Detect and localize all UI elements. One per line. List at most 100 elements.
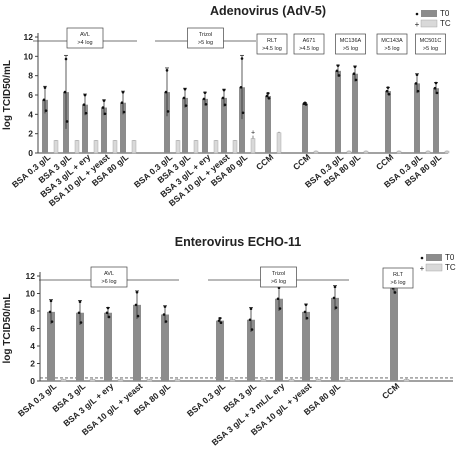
y-axis-label: log TCID50/mL <box>2 60 13 130</box>
t0-point <box>163 305 167 308</box>
y-tick-label: 8 <box>30 306 35 316</box>
t0-bar <box>161 314 169 381</box>
t0-point <box>101 106 105 109</box>
t0-bar <box>101 107 107 153</box>
t0-point <box>122 110 126 114</box>
t0-point <box>107 315 111 319</box>
tc-bar <box>93 140 99 154</box>
t0-point <box>393 291 397 294</box>
y-tick-label: 10 <box>24 51 34 61</box>
t0-point <box>386 86 390 89</box>
t0-point <box>63 90 67 94</box>
t0-bar <box>216 320 224 381</box>
t0-point <box>134 303 138 307</box>
t0-point <box>164 90 168 94</box>
group-label-box <box>90 266 128 288</box>
t0-point <box>223 103 227 107</box>
t0-point <box>120 101 124 105</box>
y-tick-label: 2 <box>30 359 35 369</box>
reduction-sublabel: >5 log <box>343 46 358 52</box>
legend-tc-marker: + <box>415 20 420 29</box>
t0-point <box>435 91 439 95</box>
t0-point <box>302 102 306 105</box>
t0-point <box>221 96 225 100</box>
tc-bar <box>213 140 219 154</box>
tc-bar <box>193 140 199 154</box>
t0-point <box>353 65 357 69</box>
t0-point <box>240 57 244 60</box>
legend-tc-label: TC <box>440 19 451 28</box>
t0-point <box>336 64 340 67</box>
y-tick-label: 0 <box>30 376 35 386</box>
y-tick-label: 10 <box>26 289 36 299</box>
tc-bar <box>276 132 282 154</box>
tc-bar <box>403 379 410 382</box>
t0-point <box>333 285 337 289</box>
legend-tc-swatch <box>420 19 438 28</box>
chart-title: Adenovirus (AdV-5) <box>210 4 326 18</box>
legend-t0-marker <box>415 12 419 16</box>
t0-point <box>103 112 107 116</box>
t0-bar <box>82 104 88 153</box>
t0-bar <box>42 99 48 153</box>
t0-bar <box>302 311 310 381</box>
y-tick-label: 12 <box>24 32 34 42</box>
t0-bar <box>120 102 126 153</box>
tc-bar <box>288 379 295 382</box>
t0-point <box>135 290 139 294</box>
legend-t0-marker <box>420 256 424 260</box>
t0-point <box>183 87 187 91</box>
legend-t0-label: T0 <box>445 253 455 262</box>
t0-point <box>219 321 223 325</box>
t0-point <box>102 99 106 102</box>
legend-tc-swatch <box>425 263 443 272</box>
y-tick-label: 6 <box>30 324 35 334</box>
t0-point <box>335 69 339 73</box>
t0-point <box>82 103 86 106</box>
t0-point <box>387 92 391 96</box>
t0-bar <box>265 95 271 153</box>
tc-bar <box>229 379 236 382</box>
t0-point <box>266 92 270 95</box>
t0-point <box>337 74 341 77</box>
x-tick-label: CCM <box>380 381 401 401</box>
reduction-sublabel: >4.5 log <box>299 46 319 52</box>
t0-bar <box>182 97 188 153</box>
reduction-label: MC143A <box>381 38 403 44</box>
t0-point <box>43 86 47 89</box>
reduction-label: RLT <box>393 272 404 278</box>
tc-bar <box>112 140 118 154</box>
group-label-box <box>187 27 224 49</box>
group-label: AVL <box>104 271 114 277</box>
t0-point <box>239 85 243 89</box>
y-tick-label: 8 <box>28 71 33 81</box>
x-tick-label: CCM <box>291 152 312 172</box>
t0-point <box>222 88 226 92</box>
tc-bar <box>260 379 267 382</box>
t0-point <box>64 57 68 61</box>
t0-bar <box>331 297 339 381</box>
group-label: AVL <box>80 32 90 38</box>
t0-bar <box>133 304 141 381</box>
t0-point <box>166 110 170 113</box>
t0-point <box>136 314 140 318</box>
t0-point <box>265 94 269 98</box>
t0-point <box>204 102 208 106</box>
tc-bar <box>175 140 181 154</box>
t0-point <box>304 303 308 307</box>
t0-point <box>414 82 418 85</box>
t0-point <box>84 111 88 115</box>
t0-bar <box>390 288 398 381</box>
t0-point <box>248 318 252 322</box>
reduction-box <box>256 33 288 55</box>
tc-bar <box>250 138 256 154</box>
t0-point <box>106 306 110 310</box>
x-tick-label: CCM <box>254 152 275 172</box>
legend: T0 + TC <box>420 253 456 273</box>
legend: T0 + TC <box>415 9 451 29</box>
x-tick-label: BSA 0.3 g/L <box>16 381 58 419</box>
chart-panel-0: Adenovirus (AdV-5) log TCID50/mL 0 2 4 6 8 10 12… <box>2 4 451 208</box>
tc-bar <box>344 379 351 382</box>
t0-point <box>162 313 166 316</box>
